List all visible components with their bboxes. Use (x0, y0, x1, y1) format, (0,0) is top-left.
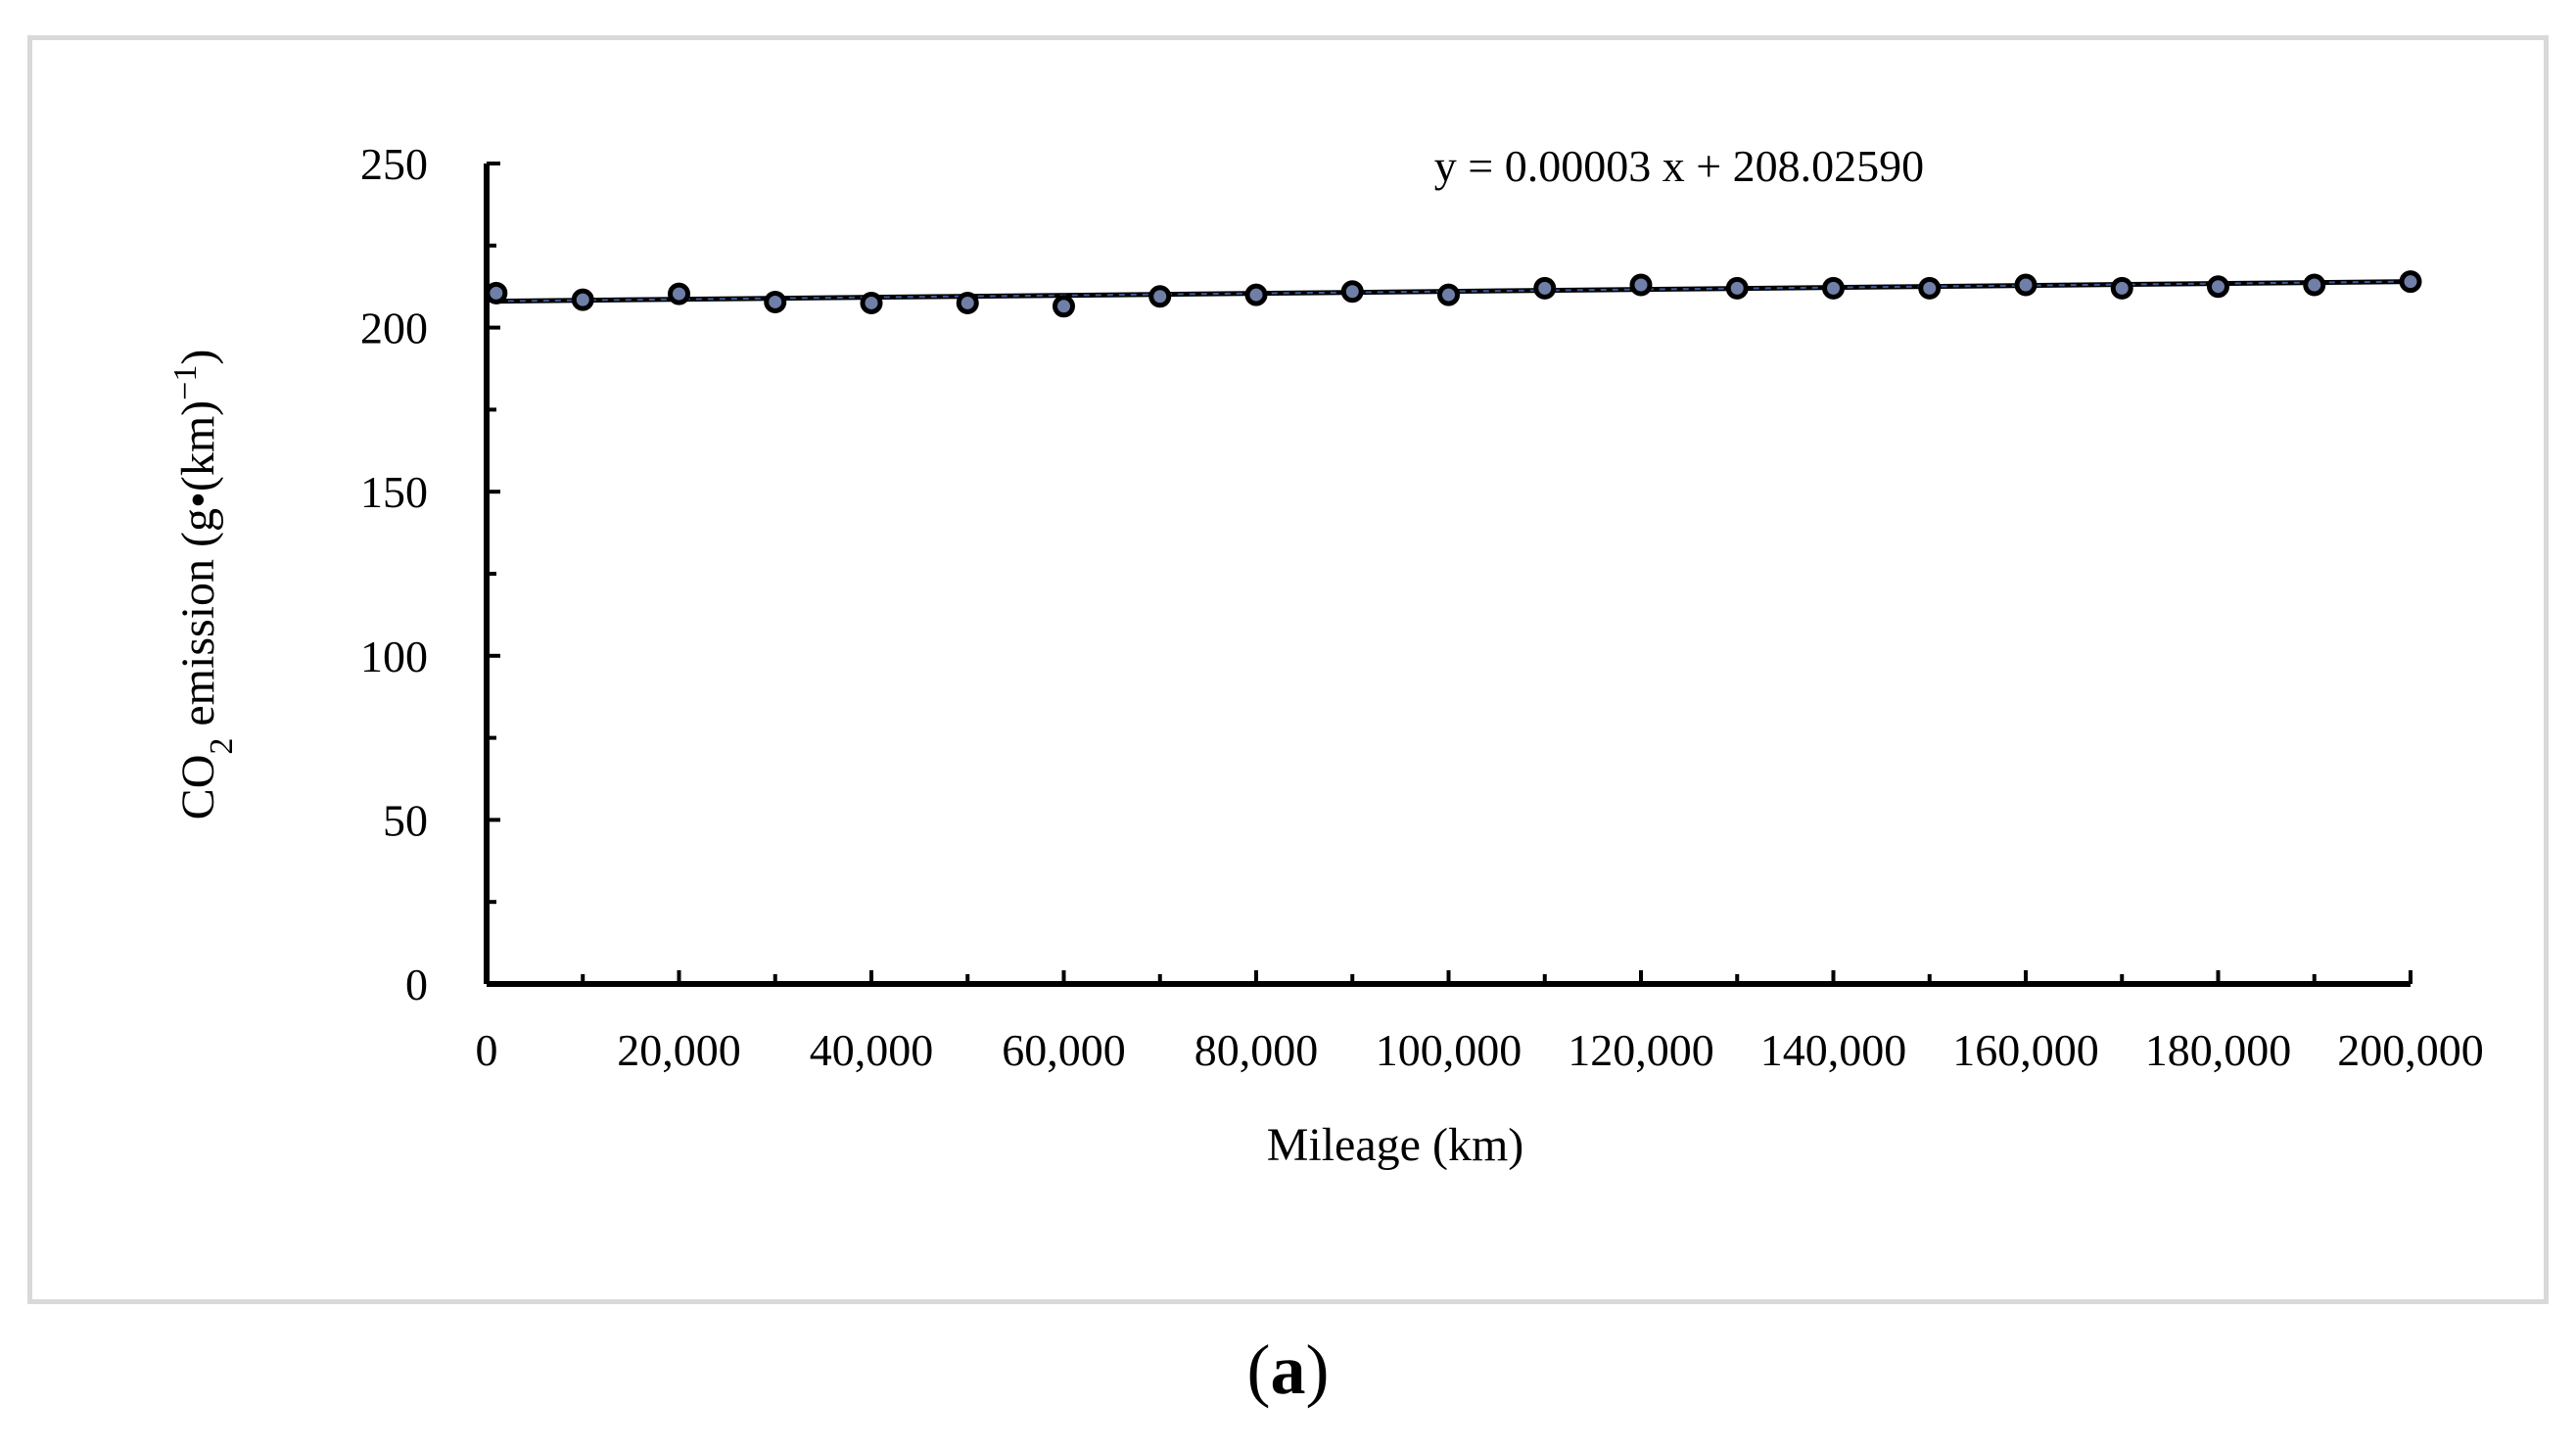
data-point (2303, 273, 2326, 297)
y-axis-label: CO2 emission (g•(km)−1) (167, 350, 240, 820)
data-point (1822, 276, 1845, 300)
data-point (764, 290, 787, 313)
x-tick-label: 140,000 (1760, 1025, 1907, 1075)
data-point (1053, 295, 1075, 318)
x-tick-label: 200,000 (2337, 1025, 2484, 1075)
data-point (1533, 276, 1557, 300)
panel-label-letter: a (1270, 1331, 1306, 1409)
x-tick-label: 160,000 (1952, 1025, 2099, 1075)
data-point (668, 282, 690, 305)
panel-label-close: ) (1305, 1331, 1330, 1409)
data-point (860, 291, 883, 314)
y-tick-label: 250 (360, 139, 428, 189)
data-point (2399, 270, 2422, 294)
panel-label-open: ( (1246, 1331, 1271, 1409)
y-tick-label: 50 (383, 795, 428, 845)
chart-frame (27, 35, 2549, 1304)
co2-emission-chart: 0 50 100 150 200 250 0 20,000 40,000 60,000 80,000… (167, 139, 2484, 1171)
data-point (1918, 276, 1942, 300)
data-point (2110, 276, 2133, 300)
x-axis-label: Mileage (km) (1267, 1119, 1524, 1171)
data-point (1725, 276, 1749, 300)
regression-equation: y = 0.00003 x + 208.02590 (1434, 141, 1924, 191)
x-tick-label: 40,000 (810, 1025, 934, 1075)
y-axis-label-subscript: 2 (204, 738, 240, 755)
data-point (2207, 275, 2229, 299)
data-point (1148, 285, 1172, 308)
y-tick-label: 150 (360, 467, 428, 517)
data-point (485, 281, 508, 304)
y-axis-label-prefix: CO (172, 755, 224, 820)
data-point (1629, 273, 1653, 297)
panel-label: (a) (0, 1330, 2576, 1411)
axes-layer: 0 50 100 150 200 250 0 20,000 40,000 60,000 80,000… (360, 139, 2484, 1075)
x-tick-label: 100,000 (1376, 1025, 1522, 1075)
x-tick-label: 20,000 (617, 1025, 741, 1075)
y-tick-label: 100 (360, 632, 428, 681)
data-point (1340, 280, 1364, 304)
y-axis-label-superscript: −1 (167, 365, 204, 400)
x-tick-label: 180,000 (2145, 1025, 2292, 1075)
data-point (1244, 283, 1268, 306)
data-point (956, 291, 979, 314)
x-tick-label: 80,000 (1194, 1025, 1319, 1075)
y-tick-label: 200 (360, 304, 428, 353)
x-tick-label: 60,000 (1002, 1025, 1126, 1075)
x-tick-label: 0 (476, 1025, 498, 1075)
data-point (2014, 273, 2037, 297)
data-point (1437, 283, 1460, 306)
data-point (571, 288, 594, 311)
data-points-layer (485, 270, 2422, 318)
x-tick-label: 120,000 (1568, 1025, 1714, 1075)
y-tick-label: 0 (405, 960, 428, 1009)
y-axis-label-close: ) (172, 350, 224, 365)
y-axis-label-suffix: emission (g•(km) (172, 400, 224, 738)
